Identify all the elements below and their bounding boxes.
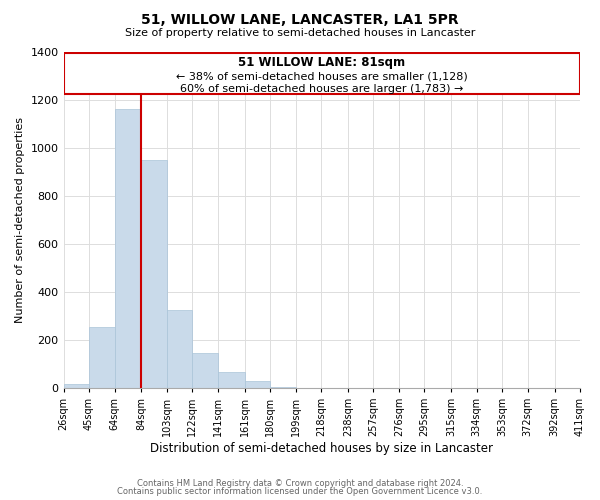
Bar bbox=[167, 310, 193, 388]
Text: ← 38% of semi-detached houses are smaller (1,128): ← 38% of semi-detached houses are smalle… bbox=[176, 72, 467, 82]
Text: Contains HM Land Registry data © Crown copyright and database right 2024.: Contains HM Land Registry data © Crown c… bbox=[137, 478, 463, 488]
Bar bbox=[64, 384, 89, 388]
Bar bbox=[193, 353, 218, 388]
Bar bbox=[142, 160, 167, 388]
Bar bbox=[115, 109, 142, 388]
Text: 60% of semi-detached houses are larger (1,783) →: 60% of semi-detached houses are larger (… bbox=[180, 84, 463, 94]
X-axis label: Distribution of semi-detached houses by size in Lancaster: Distribution of semi-detached houses by … bbox=[150, 442, 493, 455]
Text: 51 WILLOW LANE: 81sqm: 51 WILLOW LANE: 81sqm bbox=[238, 56, 406, 70]
Bar bbox=[218, 372, 245, 388]
Bar bbox=[270, 386, 296, 388]
Bar bbox=[89, 326, 115, 388]
Bar bbox=[245, 381, 270, 388]
Text: Contains public sector information licensed under the Open Government Licence v3: Contains public sector information licen… bbox=[118, 487, 482, 496]
Text: Size of property relative to semi-detached houses in Lancaster: Size of property relative to semi-detach… bbox=[125, 28, 475, 38]
Y-axis label: Number of semi-detached properties: Number of semi-detached properties bbox=[15, 116, 25, 322]
Text: 51, WILLOW LANE, LANCASTER, LA1 5PR: 51, WILLOW LANE, LANCASTER, LA1 5PR bbox=[141, 12, 459, 26]
FancyBboxPatch shape bbox=[64, 53, 580, 94]
